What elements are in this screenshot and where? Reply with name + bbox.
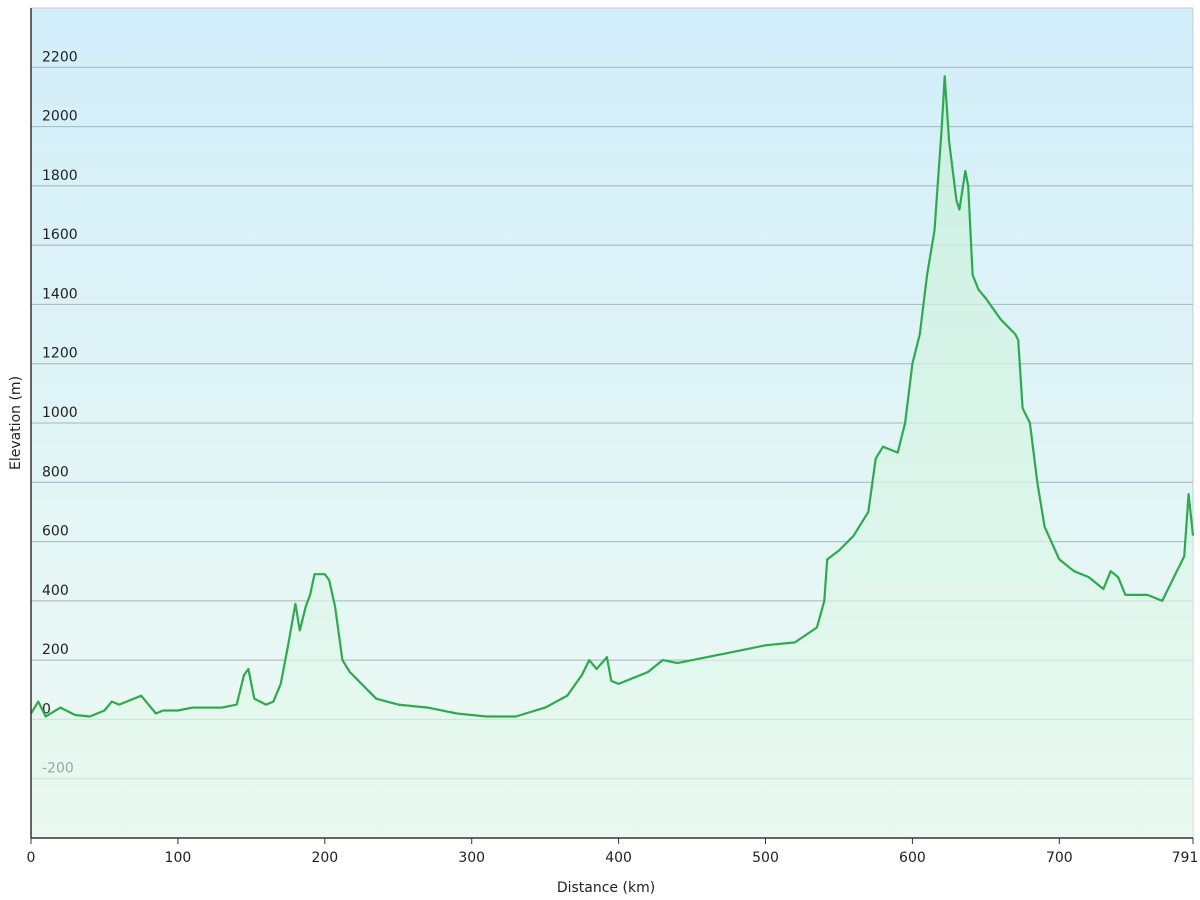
x-tick-label: 200 [311, 850, 338, 866]
x-tick-label: 100 [165, 850, 192, 866]
y-tick-label: 400 [42, 583, 69, 599]
elevation-line [30, 75, 1195, 718]
x-tick-label: 500 [752, 850, 779, 866]
y-axis-label: Elevation (m) [8, 376, 24, 470]
y-tick-label: 200 [42, 642, 69, 658]
x-axis-label: Distance (km) [557, 880, 655, 896]
y-tick-label: 2000 [42, 109, 78, 125]
x-tick-label: 791 [1172, 850, 1199, 866]
y-tick-label: 1200 [42, 346, 78, 362]
x-tick-label: 700 [1046, 850, 1073, 866]
x-tick-label: 0 [27, 850, 36, 866]
x-tick-label: 600 [899, 850, 926, 866]
area-fill [31, 76, 1193, 838]
y-tick-label: 1800 [42, 168, 78, 184]
y-tick-label: 1000 [42, 405, 78, 421]
y-tick-label: 1400 [42, 286, 78, 302]
y-tick-label: 1600 [42, 227, 78, 243]
y-tick-label: 0 [42, 701, 51, 717]
x-tick-label: 300 [458, 850, 485, 866]
y-tick-label: 2200 [42, 49, 78, 65]
y-tick-label: 600 [42, 524, 69, 540]
x-tick-label: 400 [605, 850, 632, 866]
y-tick-label: 800 [42, 464, 69, 480]
